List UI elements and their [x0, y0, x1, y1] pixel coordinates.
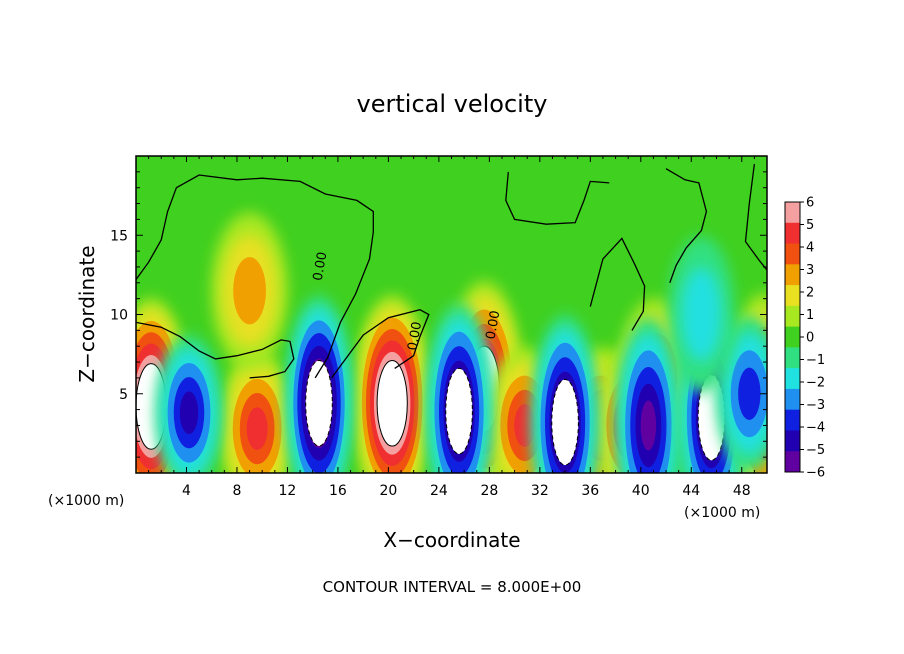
contour-zero-line	[331, 309, 430, 379]
colorbar-swatch	[785, 409, 800, 431]
x-unit-right: (×1000 m)	[684, 505, 760, 521]
field-level-neg2	[681, 267, 722, 362]
field-level-pos3	[233, 257, 266, 325]
colorbar-swatch	[785, 451, 800, 473]
colorbar-swatch	[785, 368, 800, 390]
contour-zero-line	[505, 171, 610, 225]
y-tick-label: 15	[110, 228, 128, 244]
x-tick-label: 12	[279, 483, 297, 499]
colorbar-label: 6	[806, 196, 814, 211]
field-cell-updraft	[353, 294, 431, 473]
y-tick-label: 5	[119, 387, 128, 403]
x-unit-left: (×1000 m)	[48, 493, 124, 509]
plot-area: 0.00 0.00 0.00	[136, 156, 767, 473]
colorbar-label: 3	[806, 263, 814, 278]
field-cell-downdraft	[425, 302, 493, 473]
x-tick-label: 40	[632, 483, 650, 499]
field-level-neg5	[179, 391, 199, 435]
x-axis-ticks: 4 8 12 16 20 24 28 32 36 40 44 48	[148, 156, 755, 499]
velocity-field	[136, 212, 767, 473]
field-cell-downdraft	[285, 294, 353, 473]
colorbar-swatch	[785, 347, 800, 369]
field-core-downdraft	[551, 378, 579, 466]
colorbar-swatch	[785, 222, 800, 245]
colorbar-label: −1	[806, 353, 825, 368]
field-cell-downdraft	[667, 236, 735, 393]
contour-zero-line	[744, 163, 767, 271]
chart-title: vertical velocity	[357, 90, 548, 118]
y-tick-label: 10	[110, 308, 128, 324]
colorbar-label: −4	[806, 421, 825, 436]
colorbar-swatch	[785, 285, 800, 307]
x-tick-label: 32	[531, 483, 549, 499]
contour-interval-text: CONTOUR INTERVAL = 8.000E+00	[323, 578, 582, 596]
field-level-neg4	[738, 367, 761, 420]
colorbar-label: −2	[806, 376, 825, 391]
field-cell-downdraft	[155, 334, 223, 473]
x-tick-label: 48	[733, 483, 751, 499]
contour-label: 0.00	[484, 309, 504, 340]
field-cell-downdraft	[531, 313, 599, 473]
contour-zero-line	[136, 321, 295, 379]
contour-zero-line	[136, 174, 374, 379]
colorbar-label: 4	[806, 241, 814, 256]
field-level-neg6	[640, 400, 657, 451]
contour-zero-line	[589, 237, 646, 331]
field-level-pos5	[246, 407, 268, 451]
field-cell-downdraft	[614, 317, 682, 473]
colorbar-swatch	[785, 243, 800, 265]
x-tick-label: 36	[581, 483, 599, 499]
field-core-updraft	[376, 359, 408, 447]
x-tick-label: 4	[182, 483, 191, 499]
field-cell-updraft	[211, 212, 288, 370]
field-cell-updraft	[218, 350, 296, 473]
colorbar-swatch	[785, 202, 800, 224]
y-axis-ticks: 5 10 15	[110, 171, 767, 458]
colorbar-swatch	[785, 388, 800, 411]
colorbar-swatch	[785, 430, 800, 452]
field-core-downdraft	[445, 367, 473, 455]
x-tick-label: 28	[480, 483, 498, 499]
x-tick-label: 44	[682, 483, 700, 499]
x-tick-label: 20	[379, 483, 397, 499]
colorbar-label: 5	[806, 218, 814, 233]
colorbar-swatch	[785, 264, 800, 286]
x-axis-label: X−coordinate	[383, 528, 520, 552]
contour-label: 0.00	[405, 321, 425, 352]
x-tick-label: 16	[329, 483, 347, 499]
colorbar-swatch	[785, 326, 800, 348]
y-axis-label: Z−coordinate	[75, 245, 99, 382]
x-tick-label: 24	[430, 483, 448, 499]
colorbar-label: −3	[806, 398, 825, 413]
colorbar-label: −6	[806, 466, 825, 481]
colorbar-swatch	[785, 305, 800, 328]
colorbar: 6 5 4 3 2 1 0 −1 −2 −3 −4 −5 −6	[784, 196, 825, 481]
field-core-downdraft	[305, 359, 333, 447]
contour-lines: 0.00 0.00 0.00	[136, 163, 767, 379]
contour-label: 0.00	[311, 251, 331, 282]
colorbar-label: 0	[806, 331, 814, 346]
contour-zero-line	[665, 168, 708, 284]
colorbar-label: 2	[806, 286, 814, 301]
colorbar-label: −5	[806, 443, 825, 458]
colorbar-label: 1	[806, 308, 814, 323]
field-level-pos5	[514, 404, 536, 447]
x-tick-label: 8	[232, 483, 241, 499]
